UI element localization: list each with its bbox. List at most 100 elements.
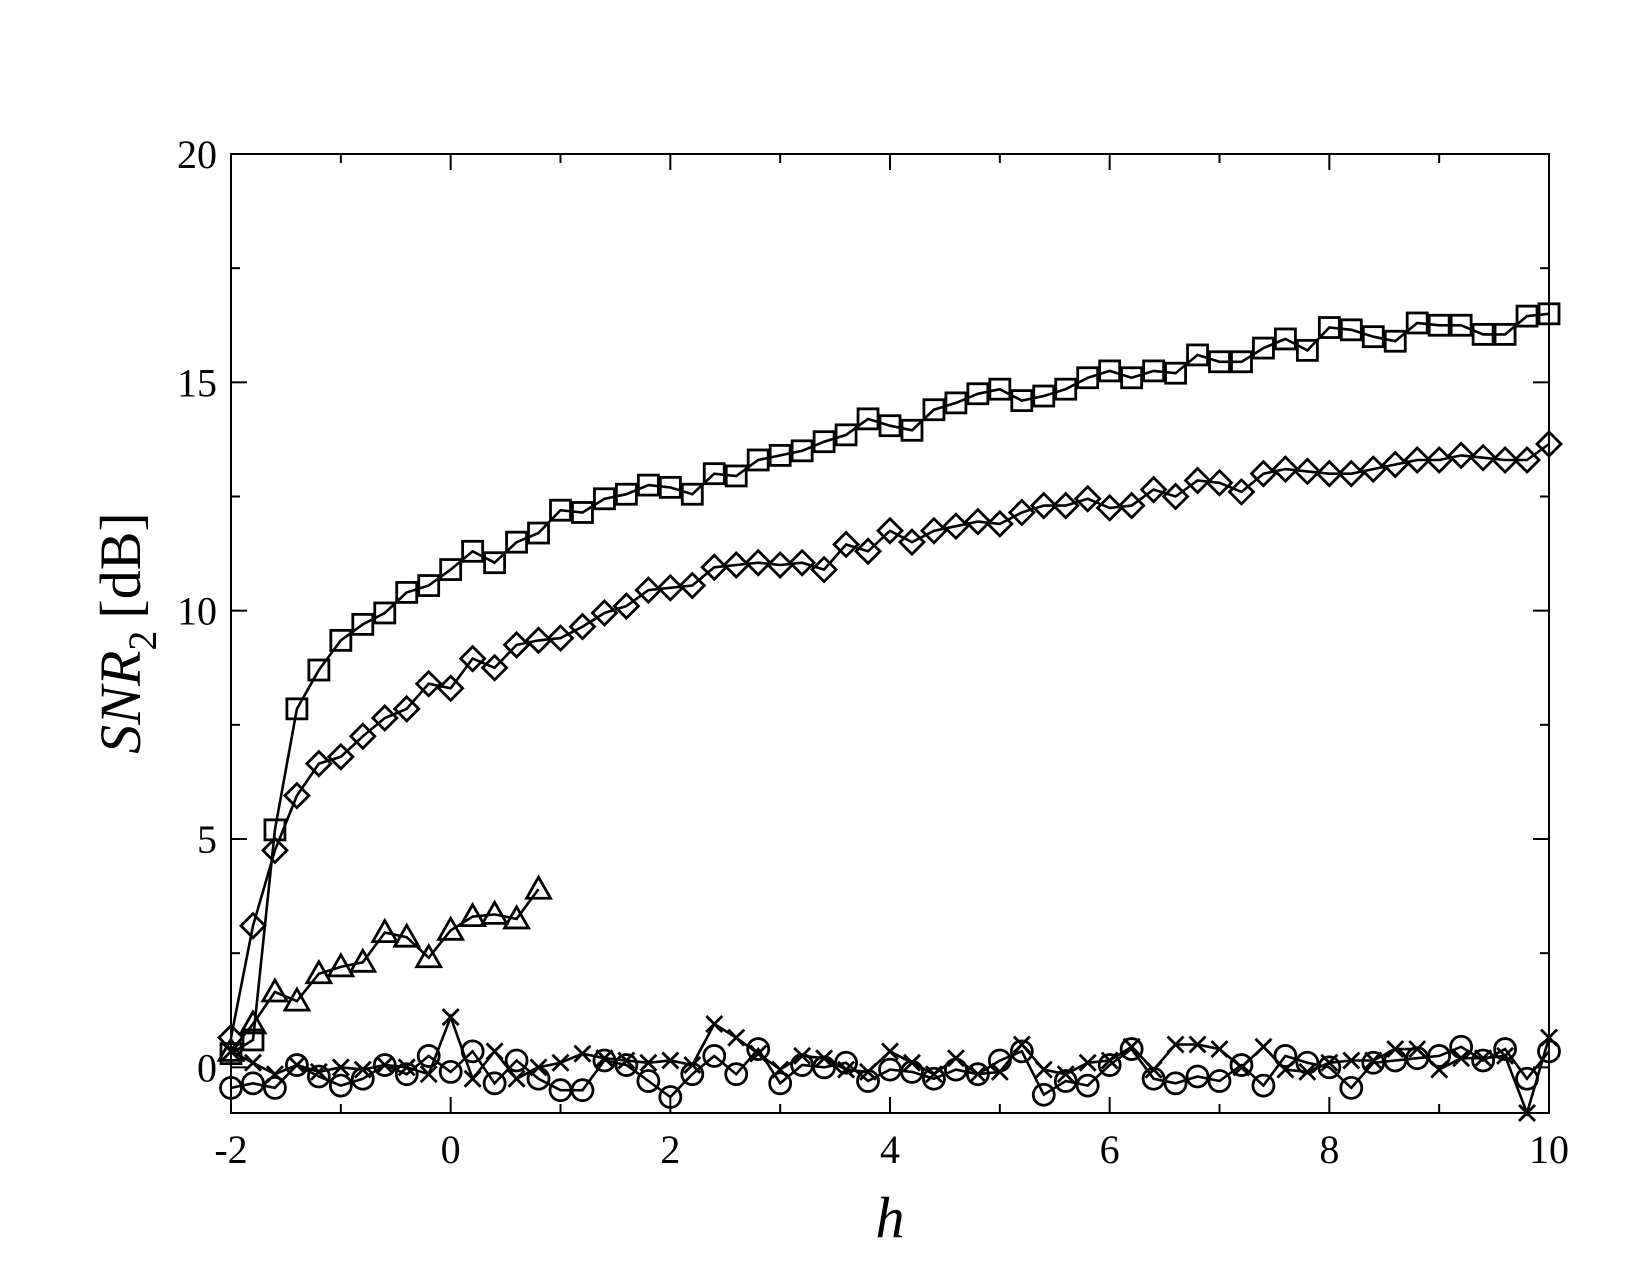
circle-marker [460,1039,485,1064]
x-marker [1188,1035,1207,1054]
diamond-marker [1007,498,1036,527]
square-marker [1427,313,1451,337]
diamond-marker [1271,455,1300,484]
square-marker [307,658,331,682]
triangle-marker [326,952,356,978]
circle-marker [724,1062,749,1087]
diamond-marker [348,722,377,751]
diamond-marker [1535,430,1563,458]
square-marker [1098,359,1122,383]
circle-marker [768,1071,793,1096]
circle-marker [1493,1037,1517,1061]
diamond-marker [1117,491,1146,520]
series-triangle [216,874,553,1062]
circle-marker [504,1048,529,1073]
square-marker [702,462,726,486]
diamond-marker [392,694,421,723]
square-marker [373,601,397,625]
series-square [219,302,1561,1066]
square-marker [966,382,990,406]
square-marker [1317,316,1341,339]
y-tick-label: 10 [177,589,217,634]
diamond-marker [1425,445,1454,474]
diamond-marker [1447,441,1476,470]
x-marker [1078,1053,1097,1072]
x-marker [419,1065,438,1084]
square-marker [329,628,353,652]
diamond-marker [458,644,487,673]
circle-marker [987,1048,1012,1073]
data-series [216,302,1563,1122]
triangle-marker [392,922,422,948]
circle-marker [965,1062,990,1087]
triangle-marker [480,899,510,925]
square-marker [1230,350,1253,374]
x-marker [441,1008,460,1027]
x-marker [1254,1037,1273,1056]
circle-marker [922,1066,946,1091]
diamond-marker [480,653,509,682]
circle-marker [284,1053,309,1077]
circle-marker [219,1075,243,1100]
diamond-marker [1051,491,1080,520]
y-tick-label: 20 [177,132,217,177]
diamond-marker [700,553,729,582]
triangle-marker [238,1009,268,1035]
diamond-marker [1205,468,1234,497]
square-marker [988,377,1012,401]
plot-frame [230,153,1550,1114]
y-axis-title-main: SNR [88,651,153,754]
square-marker [636,473,660,497]
diamond-marker [1359,455,1388,484]
axis-tick-labels: -2 0 2 4 6 8 10 0 5 10 15 20 [177,132,1569,1172]
square-marker [395,581,419,604]
square-marker [219,1042,243,1066]
circle-marker [680,1062,705,1087]
x-tick-label: 8 [1319,1127,1339,1172]
square-marker [417,574,441,597]
series-line-triangle [229,888,540,1053]
triangle-marker [436,915,466,941]
square-marker [1383,329,1407,353]
diamond-marker [1029,491,1058,520]
circle-marker [526,1066,551,1091]
square-marker [1164,361,1187,385]
y-tick-label: 5 [197,817,217,862]
circle-marker [1295,1050,1320,1075]
square-marker [1252,336,1275,360]
triangle-marker [414,942,444,969]
diamond-marker [1315,459,1344,488]
diamond-marker [502,630,531,659]
diamond-marker [612,592,641,621]
triangle-marker [502,904,531,930]
square-marker [505,530,528,554]
square-marker [1186,343,1209,367]
triangle-marker [260,977,290,1003]
diamond-marker [568,612,597,641]
circle-marker [1097,1053,1122,1077]
diamond-marker [238,911,267,940]
square-marker [878,414,902,438]
circle-marker [1471,1048,1495,1073]
circle-marker [306,1064,331,1089]
circle-marker [1075,1073,1100,1098]
circle-marker [1185,1064,1210,1089]
circle-marker [1339,1075,1364,1100]
square-marker [856,407,880,431]
diamond-marker [1183,466,1212,495]
square-marker [241,1028,265,1052]
square-marker [461,539,485,563]
y-tick-label: 15 [177,360,217,405]
diamond-marker [876,516,904,545]
diamond-marker [590,598,619,627]
diamond-marker [1381,450,1410,479]
circle-marker [241,1071,265,1096]
series-circle [219,1034,1561,1109]
triangle-marker [282,986,312,1012]
series-line-circle [230,1045,1551,1099]
diamond-marker [370,704,399,732]
series-line-square [230,312,1550,1055]
square-marker [1032,384,1056,408]
x-marker [1012,1035,1031,1054]
x-marker [705,1014,724,1033]
